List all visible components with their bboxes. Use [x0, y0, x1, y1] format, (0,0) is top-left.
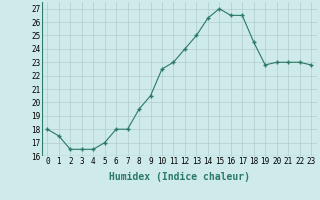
- X-axis label: Humidex (Indice chaleur): Humidex (Indice chaleur): [109, 172, 250, 182]
